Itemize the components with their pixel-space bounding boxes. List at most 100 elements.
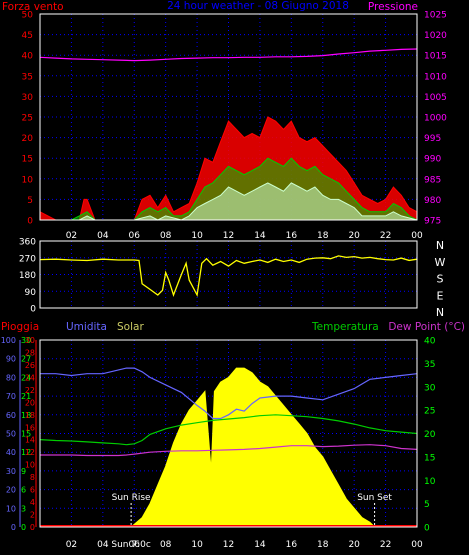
compass-label: W <box>435 256 446 269</box>
temp-x-tick-label: 18 <box>317 540 329 550</box>
rain-tick-label: 10 <box>25 461 35 470</box>
temp-x-tick-label: 10 <box>191 540 203 550</box>
rain-tick-label: 16 <box>25 423 35 432</box>
rain-tick-label: 4 <box>30 498 35 507</box>
pressure-tick-label: 1005 <box>424 93 447 103</box>
humidity-tick-label: 10 <box>6 504 16 513</box>
wind-force-tick-label: 50 <box>22 11 34 21</box>
wind-pressure-chart: Forza vento 24 hour weather - 08 Giugno … <box>2 0 447 241</box>
pressure-tick-label: 985 <box>424 175 441 185</box>
wind-ticks: 0510152025303540455097598098599099510001… <box>22 11 448 242</box>
humidity-tick-label: 90 <box>6 355 16 364</box>
pressure-tick-label: 980 <box>424 196 441 206</box>
humidity-tick-label: 20 <box>6 486 16 495</box>
rain-tick-label: 30 <box>25 336 35 345</box>
humidity-tick-label: 30 <box>6 467 16 476</box>
direction-tick-label: 360 <box>19 238 36 248</box>
temp-ticks: 0102030405060708090100036912151821242730… <box>1 336 436 550</box>
humidity-series <box>40 367 418 420</box>
rain-tick-label: 12 <box>25 448 35 457</box>
wind-x-tick-label: 06 <box>129 231 141 241</box>
temp-x-tick-label: 08 <box>160 540 172 550</box>
dew-point-series <box>40 444 418 457</box>
wind-x-tick-label: 16 <box>286 231 298 241</box>
temp-x-tick-label: 22 <box>380 540 391 550</box>
chart-title: 24 hour weather - 08 Giugno 2018 <box>167 0 349 12</box>
rain-tick-label: 14 <box>25 436 35 445</box>
wind-x-tick-label: 10 <box>191 231 203 241</box>
pressure-series <box>39 48 418 62</box>
rain-tick-label: 6 <box>30 486 35 495</box>
pressure-tick-label: 1020 <box>424 31 447 41</box>
sun-axis-note: Sun 7:0c <box>111 540 150 550</box>
wind-force-tick-label: 15 <box>22 155 33 165</box>
wind-x-tick-label: 18 <box>317 231 329 241</box>
wind-x-tick-label: 20 <box>348 231 360 241</box>
pressure-tick-label: 995 <box>424 134 441 144</box>
humidity-tick-label: 0 <box>11 523 16 532</box>
humidity-tick-label: 60 <box>6 411 16 420</box>
direction-tick-label: 180 <box>19 271 36 281</box>
dew-point-axis-title: Dew Point (°C) <box>388 321 465 333</box>
wind-x-tick-label: 00 <box>411 231 423 241</box>
direction-tick-label: 270 <box>19 254 36 264</box>
pressure-tick-label: 1015 <box>424 52 447 62</box>
direction-tick-label: 90 <box>25 288 37 298</box>
pressure-tick-label: 1025 <box>424 11 447 21</box>
wind-force-tick-label: 10 <box>22 175 34 185</box>
pressure-tick-label: 1010 <box>424 72 447 82</box>
pressure-tick-label: 975 <box>424 217 441 227</box>
wind-direction-series <box>39 255 418 298</box>
pressure-tick-label: 1000 <box>424 114 447 124</box>
temperature-tick-label: 20 <box>424 430 436 440</box>
humidity-tick-label: 50 <box>6 430 16 439</box>
direction-tick-label: 0 <box>30 305 36 315</box>
wind-force-tick-label: 20 <box>22 134 34 144</box>
compass-label: N <box>436 239 444 252</box>
green-scale-tick-label: 18 <box>21 411 31 420</box>
rain-tick-label: 8 <box>30 473 35 482</box>
temp-x-tick-label: 00 <box>411 540 423 550</box>
temp-series <box>39 367 418 528</box>
temp-humidity-chart: Pioggia Umidita Solar Temperatura Dew Po… <box>1 321 465 550</box>
wind-force-tick-label: 0 <box>27 217 33 227</box>
wind-x-tick-label: 08 <box>160 231 172 241</box>
pressure-axis-title: Pressione <box>368 1 418 13</box>
rain-tick-label: 24 <box>25 373 35 382</box>
wind-x-tick-label: 12 <box>223 231 234 241</box>
temp-x-tick-label: 04 <box>97 540 109 550</box>
green-scale-tick-label: 24 <box>21 373 31 382</box>
direction-frame <box>39 240 418 309</box>
wind-force-tick-label: 25 <box>22 114 33 124</box>
temp-x-tick-label: 12 <box>223 540 234 550</box>
pressure-tick-label: 990 <box>424 155 441 165</box>
sunset-label: Sun Set <box>357 493 392 503</box>
green-scale-tick-label: 15 <box>21 430 31 439</box>
green-scale-tick-label: 9 <box>21 467 26 476</box>
direction-series <box>39 255 418 298</box>
rain-tick-label: 18 <box>25 411 35 420</box>
temperature-tick-label: 15 <box>424 453 435 463</box>
temp-x-tick-label: 16 <box>286 540 298 550</box>
temperature-tick-label: 10 <box>424 477 436 487</box>
green-scale-tick-label: 12 <box>21 448 31 457</box>
rain-tick-label: 0 <box>30 523 35 532</box>
wind-x-tick-label: 22 <box>380 231 391 241</box>
sunrise-label: Sun Rise <box>112 493 151 503</box>
temperature-tick-label: 35 <box>424 360 435 370</box>
rain-axis-title: Pioggia <box>1 321 39 333</box>
wind-force-tick-label: 30 <box>22 93 34 103</box>
temperature-axis-title: Temperatura <box>311 321 379 333</box>
compass-label: S <box>437 273 444 286</box>
compass-label: N <box>436 306 444 319</box>
temperature-tick-label: 40 <box>424 337 436 347</box>
rain-tick-label: 28 <box>25 348 35 357</box>
wind-force-tick-label: 5 <box>27 196 33 206</box>
solar-axis-title: Solar <box>117 321 144 333</box>
rain-tick-label: 26 <box>25 361 35 370</box>
wind-force-axis-title: Forza vento <box>2 1 64 13</box>
temperature-tick-label: 30 <box>424 383 436 393</box>
